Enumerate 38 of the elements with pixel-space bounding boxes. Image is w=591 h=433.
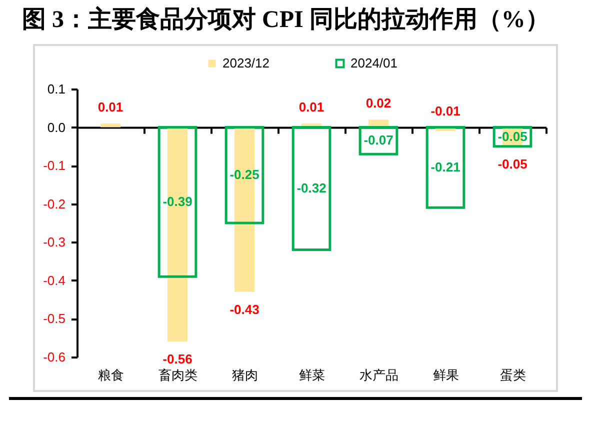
x-tick-label: 粮食 (98, 368, 124, 382)
data-label: -0.01 (430, 103, 460, 118)
data-label: -0.05 (498, 128, 528, 144)
chart-title: 图 3：主要食品分项对 CPI 同比的拉动作用（%） (22, 5, 550, 35)
data-label: -0.39 (162, 194, 192, 209)
y-tick-label: -0.5 (43, 311, 66, 326)
bar (492, 126, 532, 148)
x-tick-label: 蛋类 (500, 368, 526, 382)
x-tick-label: 猪肉 (232, 368, 258, 382)
y-tick-label: -0.2 (43, 196, 66, 212)
bar (224, 126, 264, 224)
bar (358, 126, 398, 156)
x-tick-label: 畜肉类 (158, 368, 198, 382)
x-tick-label: 水产品 (360, 368, 398, 382)
x-tick-label: 鲜菜 (299, 368, 325, 382)
y-tick-label: 0.0 (47, 120, 66, 135)
y-tick-label: -0.4 (43, 272, 66, 288)
data-label: -0.07 (364, 132, 394, 148)
data-label: -0.21 (430, 159, 460, 174)
bar (158, 126, 198, 278)
bar (292, 126, 332, 252)
bar (100, 123, 121, 128)
y-tick-label: 0.1 (47, 82, 66, 96)
data-label: 0.02 (366, 96, 392, 111)
data-label: -0.56 (162, 352, 192, 367)
data-label: -0.43 (230, 302, 260, 317)
bar (426, 126, 466, 209)
y-tick-label: -0.6 (43, 350, 66, 364)
data-label: 0.01 (98, 99, 124, 114)
y-tick-label: -0.3 (43, 234, 66, 250)
data-label: -0.05 (498, 156, 528, 172)
data-label: -0.25 (230, 167, 260, 182)
data-label: 0.01 (298, 99, 324, 114)
data-label: -0.32 (296, 180, 326, 196)
legend-label: 2024/01 (350, 56, 398, 70)
y-tick-label: -0.1 (43, 158, 66, 174)
x-tick-label: 鲜果 (433, 368, 459, 382)
legend-label: 2023/12 (222, 56, 270, 70)
